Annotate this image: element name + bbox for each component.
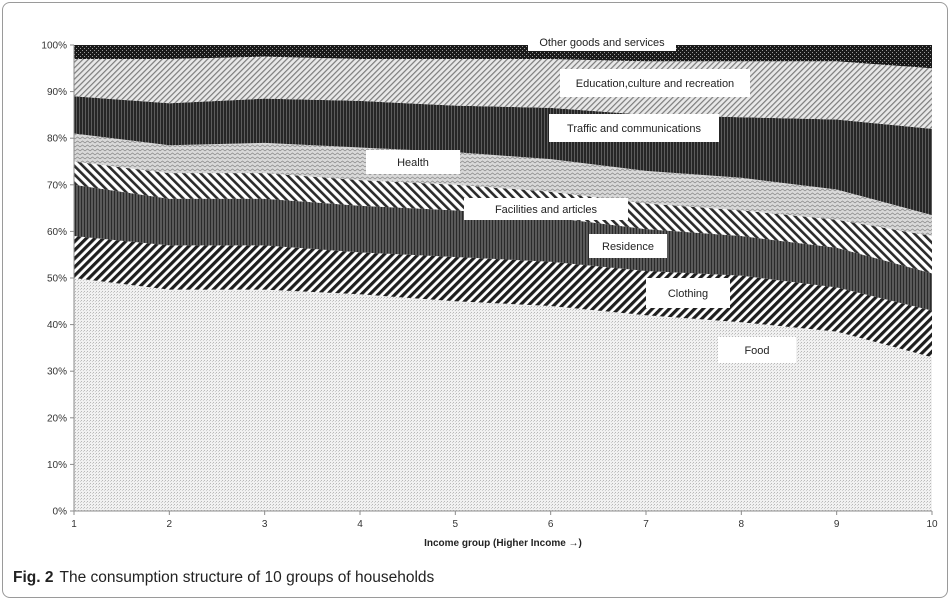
stacked-area-chart: 0% 10% 20% 30% 40% 50% 60% 70% 80% 90% 100% 1 2 3 4 5 6 7… xyxy=(41,33,938,549)
area-residence xyxy=(74,184,932,311)
series-label-text: Other goods and services xyxy=(539,37,665,49)
x-tick-label: 10 xyxy=(926,519,938,530)
series-label-box xyxy=(718,337,796,363)
x-tick-label: 9 xyxy=(834,519,840,530)
figure-caption: Fig. 2 The consumption structure of 10 gr… xyxy=(13,569,434,587)
caption-text: The consumption structure of 10 groups o… xyxy=(59,569,435,586)
y-tick-label: 0% xyxy=(53,507,68,518)
series-label-residence: Residence xyxy=(589,234,667,258)
area-food xyxy=(74,278,932,511)
series-label-text: Food xyxy=(744,345,769,357)
series-label-text: Traffic and communications xyxy=(567,123,701,135)
series-label-box xyxy=(560,69,750,97)
y-tick-label: 30% xyxy=(47,367,67,378)
series-label-facilities: Facilities and articles xyxy=(464,198,628,220)
figure-label: Fig. 2 xyxy=(13,569,54,586)
y-tick-label: 40% xyxy=(47,320,67,331)
series-label-other: Other goods and services xyxy=(528,33,676,51)
x-tick-label: 1 xyxy=(71,519,77,530)
area-health xyxy=(74,133,932,237)
y-tick-label: 50% xyxy=(47,274,67,285)
series-label-box xyxy=(589,234,667,258)
series-label-box xyxy=(549,114,719,142)
series-label-box xyxy=(646,278,730,308)
series-label-health: Health xyxy=(366,150,460,174)
series-label-education: Education,culture and recreation xyxy=(560,69,750,97)
y-tick-label: 100% xyxy=(41,41,67,52)
series-label-traffic: Traffic and communications xyxy=(549,114,719,142)
series-label-text: Health xyxy=(397,157,429,169)
y-tick-label: 80% xyxy=(47,134,67,145)
series-label-food: Food xyxy=(718,337,796,363)
series-label-clothing: Clothing xyxy=(646,278,730,308)
y-tick-label: 70% xyxy=(47,180,67,191)
series-label-box xyxy=(528,33,676,51)
area-facilities xyxy=(74,161,932,274)
area-clothing xyxy=(74,236,932,358)
x-axis-title: Income group (Higher Income →) xyxy=(424,538,582,549)
x-tick-label: 2 xyxy=(167,519,173,530)
y-tick-label: 90% xyxy=(47,87,67,98)
y-tick-label: 10% xyxy=(47,460,67,471)
series-label-box xyxy=(464,198,628,220)
series-label-text: Residence xyxy=(602,241,654,253)
series-label-box xyxy=(366,150,460,174)
series-label-text: Facilities and articles xyxy=(495,204,598,216)
x-tick-label: 5 xyxy=(453,519,459,530)
series-label-text: Clothing xyxy=(668,288,708,300)
x-tick-label: 7 xyxy=(643,519,649,530)
y-tick-label: 20% xyxy=(47,413,67,424)
x-tick-label: 3 xyxy=(262,519,268,530)
area-other xyxy=(74,45,932,69)
x-tick-label: 4 xyxy=(357,519,363,530)
x-tick-label: 6 xyxy=(548,519,554,530)
y-tick-label: 60% xyxy=(47,227,67,238)
series-label-text: Education,culture and recreation xyxy=(576,78,734,90)
x-tick-label: 8 xyxy=(739,519,745,530)
